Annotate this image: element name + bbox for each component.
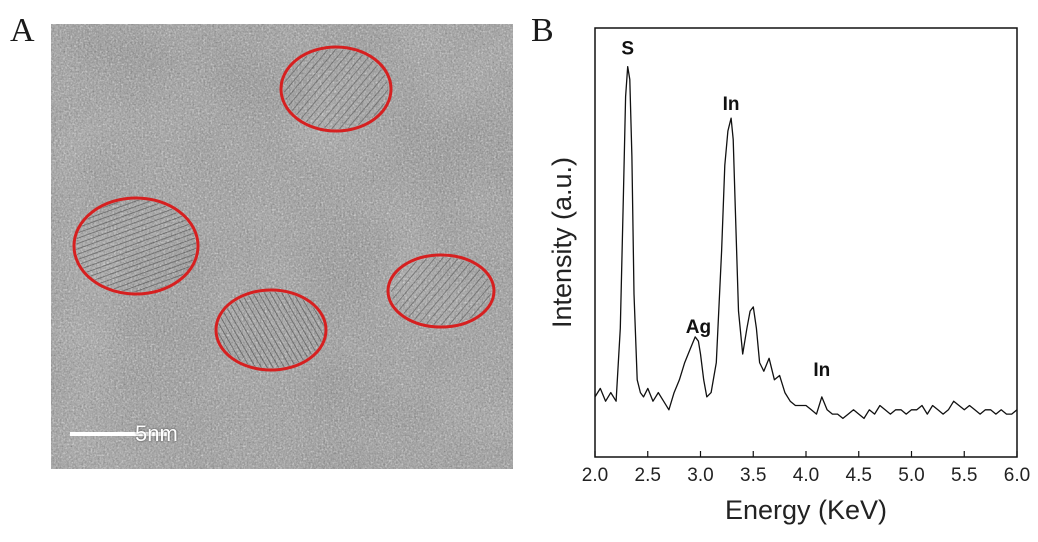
x-tick-label: 2.0 [582,465,608,486]
x-tick-label: 4.0 [793,465,819,486]
scale-bar [70,432,167,436]
y-axis-title: Intensity (a.u.) [547,157,577,328]
particle-lattice [218,292,324,368]
tem-image: 5nm [51,24,513,469]
x-tick-label: 3.0 [687,465,713,486]
peak-label: In [723,94,740,115]
particle-lattice [76,200,196,292]
edx-spectrum-chart: 2.0 2.5 3.0 3.5 4.0 4.5 5.0 5.5 6.0 S Ag In In Ener… [540,20,1038,542]
x-tick-label: 6.0 [1004,465,1030,486]
particle-lattice [284,49,388,129]
peak-label: Ag [686,317,711,338]
x-tick-label: 2.5 [635,465,661,486]
peak-label: In [813,360,830,381]
x-tick-label: 5.5 [951,465,977,486]
chart-svg: 2.0 2.5 3.0 3.5 4.0 4.5 5.0 5.5 6.0 S Ag In In Ener… [547,27,1030,525]
particle-lattice [391,257,491,325]
x-axis-title: Energy (KeV) [725,495,887,525]
x-axis: 2.0 2.5 3.0 3.5 4.0 4.5 5.0 5.5 6.0 [582,451,1030,486]
peak-labels: S Ag In In [621,38,830,381]
x-tick-label: 3.5 [740,465,766,486]
particle-highlight-ring [279,45,393,133]
panel-b-letter: B [531,12,554,49]
x-tick-label: 4.5 [846,465,872,486]
spectrum-line [594,65,1018,420]
scale-bar-label: 5nm [135,421,178,446]
peak-label: S [621,38,634,59]
tem-micrograph [51,24,513,469]
x-tick-label: 5.0 [898,465,924,486]
panel-a-letter: A [10,12,35,49]
particle-highlight-ring [72,196,200,296]
particle-highlight-ring [386,253,496,329]
particle-highlight-ring [214,288,328,372]
